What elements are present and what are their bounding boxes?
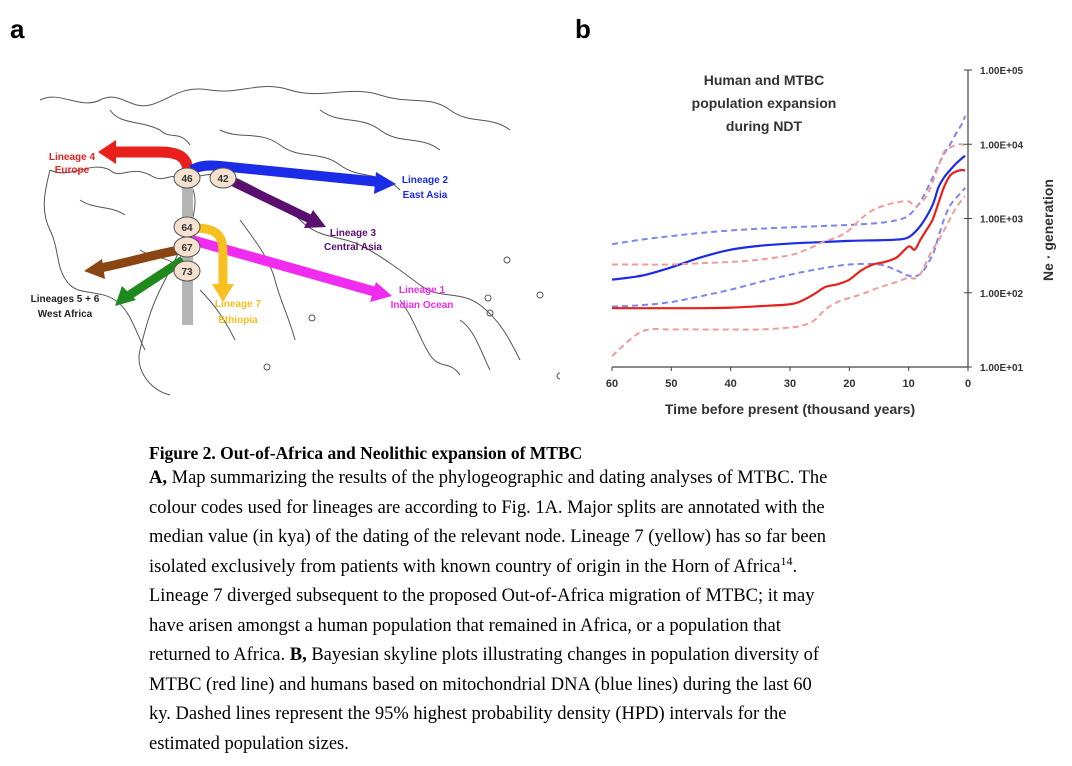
svg-text:64: 64	[181, 223, 193, 234]
caption-title: Figure 2. Out-of-Africa and Neolithic ex…	[149, 443, 583, 463]
svg-text:67: 67	[181, 243, 193, 254]
y-tick-label: 1.00E+02	[980, 289, 1024, 300]
split-node: 67	[173, 236, 201, 258]
median-line	[611, 168, 966, 310]
median-line	[611, 154, 966, 281]
hpd-interval-line	[612, 143, 966, 266]
split-node: 42	[209, 167, 237, 189]
x-tick-label: 60	[606, 378, 618, 390]
lineage1-label: Lineage 1	[399, 285, 446, 296]
y-axis-label: Ne · generation	[1040, 179, 1056, 281]
x-tick-label: 30	[784, 378, 796, 390]
lineage56-region: West Africa	[38, 309, 93, 320]
plot-area	[611, 115, 966, 357]
caption-line: colour codes used for lineages are accor…	[149, 497, 825, 518]
lineage56-label: Lineages 5 + 6	[31, 294, 100, 305]
caption-line: MTBC (red line) and humans based on mito…	[149, 674, 812, 695]
hpd-interval-line	[611, 187, 966, 308]
lineage4-label: Lineage 4	[49, 152, 96, 163]
lineage2-region: East Asia	[403, 190, 448, 201]
caption-line: A, Map summarizing the results of the ph…	[149, 468, 828, 488]
split-node: 46	[173, 167, 201, 189]
lineage56-arrow-brown	[84, 245, 181, 279]
x-tick-label: 10	[903, 378, 915, 390]
chart-title-line: during NDT	[726, 118, 803, 134]
x-tick-label: 0	[965, 378, 971, 390]
skyline-chart: Human and MTBC population expansion duri…	[606, 66, 1056, 417]
svg-text:46: 46	[181, 174, 193, 185]
x-tick-label: 20	[843, 378, 855, 390]
phylogeography-map: 46 42 64 67 73 Lineage 4 Europe Lineage …	[31, 86, 560, 396]
svg-text:73: 73	[181, 267, 193, 278]
citation-superscript: 14	[780, 553, 793, 568]
caption-line: returned to Africa. B, Bayesian skyline …	[149, 645, 819, 665]
caption-line: have arisen amongst a human population t…	[149, 615, 781, 636]
split-node: 64	[173, 216, 201, 238]
figure-caption: Figure 2. Out-of-Africa and Neolithic ex…	[149, 442, 939, 759]
svg-text:42: 42	[217, 174, 229, 185]
lineage2-label: Lineage 2	[402, 175, 449, 186]
panel-b-letter: b	[575, 14, 591, 44]
caption-line: Lineage 7 diverged subsequent to the pro…	[149, 586, 815, 606]
chart-title-line: population expansion	[692, 95, 837, 111]
x-axis: 60 50 40 30 20 10 0	[606, 366, 971, 390]
caption-line: isolated exclusively from patients with …	[149, 553, 798, 577]
world-map-outline	[39, 86, 560, 396]
lineage3-region: Central Asia	[324, 242, 382, 253]
y-tick-label: 1.00E+03	[980, 215, 1024, 226]
y-tick-label: 1.00E+01	[980, 363, 1024, 374]
y-tick-label: 1.00E+04	[980, 140, 1024, 151]
x-axis-label: Time before present (thousand years)	[665, 401, 915, 417]
lineage2-arrow	[189, 160, 396, 194]
lineage3-label: Lineage 3	[330, 228, 377, 239]
hpd-interval-line	[611, 115, 966, 246]
lineage7-region: Ethiopia	[218, 315, 258, 326]
x-tick-label: 50	[665, 378, 677, 390]
chart-title-line: Human and MTBC	[704, 72, 825, 88]
x-tick-label: 40	[725, 378, 737, 390]
split-node: 73	[173, 260, 201, 282]
hpd-interval-line	[611, 195, 966, 357]
y-axis: 1.00E+01 1.00E+02 1.00E+03 1.00E+04 1.00E+05	[964, 66, 1024, 374]
panel-a-letter: a	[10, 14, 25, 44]
lineage7-arrow	[194, 223, 234, 302]
lineage7-label: Lineage 7	[215, 299, 262, 310]
caption-line: ky. Dashed lines represent the 95% highe…	[149, 704, 787, 724]
caption-line: estimated population sizes.	[149, 733, 349, 754]
lineage1-region: Indian Ocean	[391, 300, 454, 311]
lineage4-arrow	[98, 140, 194, 174]
caption-line: median value (in kya) of the dating of t…	[149, 527, 827, 547]
y-tick-label: 1.00E+05	[980, 66, 1024, 77]
lineage3-arrow	[223, 173, 326, 228]
lineage56-arrow-green	[115, 256, 186, 306]
lineage4-region: Europe	[55, 165, 90, 176]
